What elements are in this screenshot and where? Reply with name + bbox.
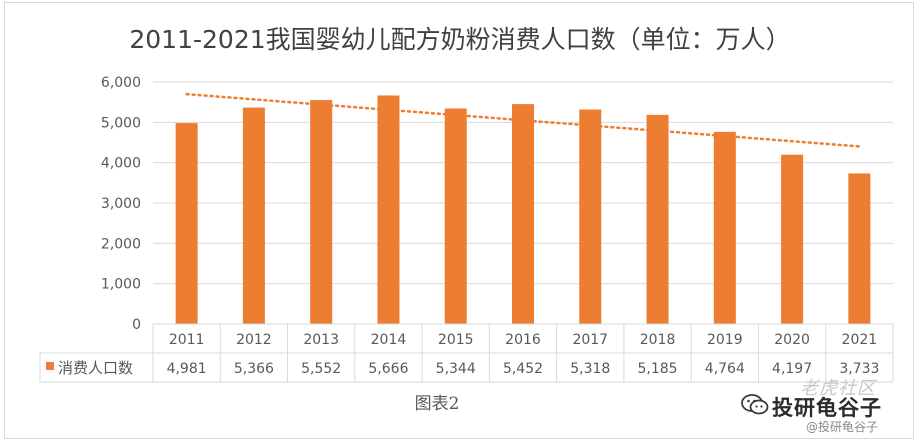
bar <box>646 114 669 324</box>
watermark-main-text: 投研龟谷子 <box>772 396 882 420</box>
bar <box>512 104 534 325</box>
y-tick-label: 2,000 <box>101 236 141 252</box>
y-tick-label: 6,000 <box>101 75 141 91</box>
legend-swatch <box>46 362 54 370</box>
trendline <box>185 92 861 148</box>
y-tick-label: 1,000 <box>101 277 141 293</box>
watermark-handle-text: @投研龟谷子 <box>806 420 879 434</box>
y-tick-label: 0 <box>132 317 141 333</box>
x-tick-label: 2015 <box>438 332 474 348</box>
data-label: 3,733 <box>839 361 879 377</box>
data-label: 4,981 <box>167 361 207 377</box>
x-tick-label: 2018 <box>640 332 676 348</box>
legend-label: 消费人口数 <box>58 359 133 377</box>
chart-title: 2011-2021我国婴幼儿配方奶粉消费人口数（单位：万人） <box>129 25 790 54</box>
data-label: 5,366 <box>234 361 274 377</box>
x-tick-label: 2020 <box>774 332 810 348</box>
bar <box>175 123 198 324</box>
bar <box>713 131 736 324</box>
bar <box>242 107 265 324</box>
y-tick-label: 5,000 <box>101 115 141 131</box>
data-label: 5,666 <box>368 361 408 377</box>
data-label: 5,185 <box>637 361 677 377</box>
data-label: 4,197 <box>772 361 812 377</box>
bar <box>444 108 467 324</box>
x-tick-label: 2011 <box>169 332 205 348</box>
bar <box>377 95 400 324</box>
data-label: 5,344 <box>436 361 476 377</box>
x-tick-label: 2016 <box>505 332 541 348</box>
data-label: 5,318 <box>570 361 610 377</box>
data-label: 4,764 <box>705 361 745 377</box>
watermark-top-text: 老虎社区 <box>800 378 876 399</box>
y-tick-label: 3,000 <box>101 196 141 212</box>
bar <box>310 100 333 324</box>
data-label: 5,552 <box>301 361 341 377</box>
x-tick-label: 2021 <box>842 332 878 348</box>
data-label: 5,452 <box>503 361 543 377</box>
chart-frame <box>4 2 914 439</box>
bar <box>781 154 804 324</box>
bar <box>579 109 602 325</box>
x-tick-label: 2013 <box>303 332 339 348</box>
x-tick-label: 2014 <box>371 332 407 348</box>
x-tick-label: 2017 <box>572 332 608 348</box>
wechat-icon <box>741 394 769 415</box>
x-tick-label: 2019 <box>707 332 743 348</box>
x-tick-label: 2012 <box>236 332 272 348</box>
y-tick-label: 4,000 <box>101 156 141 172</box>
chart-caption: 图表2 <box>415 394 460 414</box>
bar <box>848 173 871 324</box>
